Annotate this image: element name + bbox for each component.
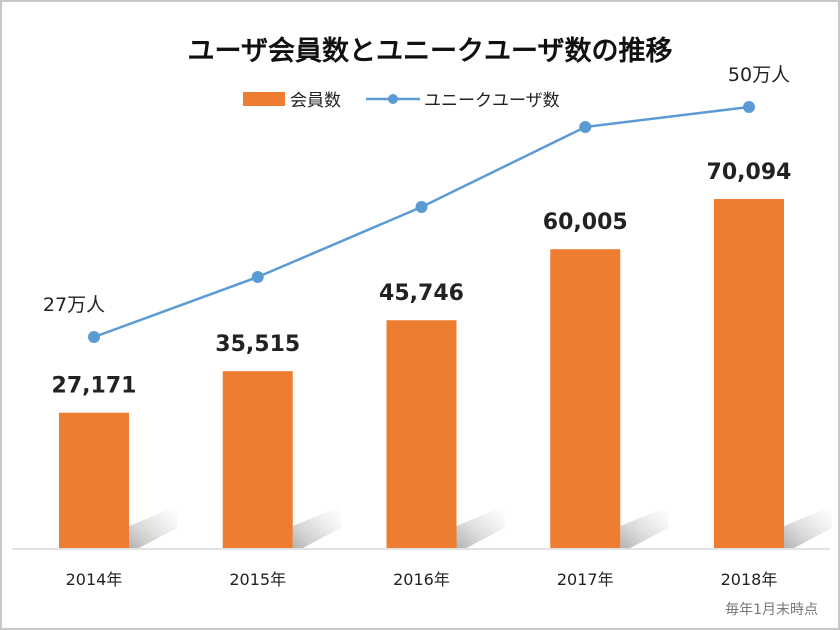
x-tick-label: 2018年 — [721, 570, 778, 589]
bar-data-label: 35,515 — [215, 332, 300, 357]
line-point — [251, 271, 264, 283]
legend-label-line: ユニークユーザ数 — [424, 91, 560, 111]
x-tick-label: 2015年 — [229, 570, 286, 589]
bar-shadow — [129, 506, 177, 548]
line-point — [743, 101, 755, 113]
x-tick-label: 2014年 — [66, 570, 123, 589]
legend-label-bar: 会員数 — [290, 91, 341, 111]
line-data-label: 27万人 — [43, 294, 105, 316]
legend-marker — [388, 94, 398, 104]
bar-data-label: 60,005 — [543, 210, 628, 235]
bar-data-label: 27,171 — [52, 374, 137, 399]
bar-shadow — [620, 506, 669, 548]
x-tick-label: 2016年 — [393, 570, 450, 589]
bar — [386, 320, 457, 548]
x-tick-label: 2017年 — [557, 570, 614, 589]
bar-data-label: 45,746 — [379, 281, 464, 306]
bar-shadow — [456, 506, 505, 548]
bar — [714, 199, 784, 548]
legend-swatch-bar — [243, 92, 285, 106]
bar-shadow — [784, 506, 832, 548]
bar — [222, 371, 293, 548]
line-point — [88, 331, 100, 343]
bar — [550, 249, 621, 549]
line-point — [579, 121, 592, 133]
line-data-label: 50万人 — [728, 64, 790, 86]
legend: 会員数 ユニークユーザ数 — [243, 91, 560, 111]
note: 毎年1月末時点 — [725, 602, 818, 618]
bar-data-label: 70,094 — [707, 160, 792, 185]
line-point — [415, 201, 428, 213]
bar-shadow — [292, 506, 341, 548]
chart-title: ユーザ会員数とユニークユーザ数の推移 — [188, 36, 673, 67]
bar — [59, 412, 129, 548]
